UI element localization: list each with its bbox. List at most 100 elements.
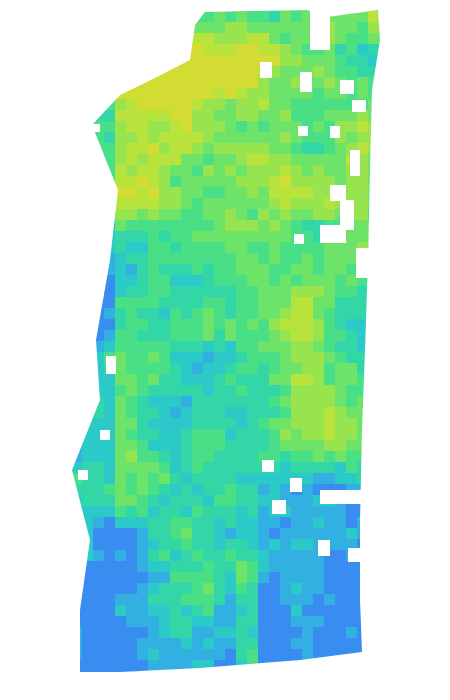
- raster-cell: [137, 374, 149, 386]
- raster-cell: [159, 154, 171, 166]
- raster-cell: [115, 264, 127, 276]
- raster-cell: [203, 220, 215, 232]
- raster-cell: [236, 649, 248, 661]
- raster-cell: [181, 11, 193, 23]
- raster-cell: [192, 561, 204, 573]
- raster-cell: [335, 484, 347, 496]
- raster-cell: [291, 528, 303, 540]
- raster-cell: [335, 253, 347, 265]
- raster-cell: [192, 220, 204, 232]
- raster-cell: [192, 10, 204, 12]
- raster-cell: [214, 242, 226, 254]
- raster-cell: [115, 528, 127, 540]
- raster-cell: [313, 209, 325, 221]
- raster-cell: [302, 528, 314, 540]
- raster-cell: [346, 462, 358, 474]
- raster-cell: [82, 319, 94, 331]
- raster-cell: [324, 10, 336, 12]
- raster-cell: [346, 671, 358, 672]
- raster-cell: [126, 583, 138, 595]
- raster-cell: [302, 187, 314, 199]
- raster-cell: [137, 451, 149, 463]
- raster-cell: [148, 187, 160, 199]
- raster-cell: [214, 286, 226, 298]
- raster-cell: [247, 484, 259, 496]
- raster-cell: [368, 605, 380, 617]
- raster-cell: [192, 121, 204, 133]
- raster-cell: [302, 22, 314, 34]
- raster-cell: [181, 88, 193, 100]
- raster-cell: [214, 11, 226, 23]
- raster-cell: [302, 275, 314, 287]
- raster-cell: [346, 539, 358, 551]
- raster-cell: [181, 693, 193, 700]
- raster-cell: [181, 550, 193, 562]
- raster-cell: [324, 330, 336, 342]
- raster-cell: [247, 10, 259, 12]
- raster-cell: [72, 638, 83, 650]
- raster-cell: [104, 55, 116, 67]
- raster-cell: [368, 440, 380, 452]
- raster-cell: [115, 396, 127, 408]
- raster-cell: [93, 429, 105, 441]
- raster-cell: [324, 583, 336, 595]
- raster-cell: [258, 154, 270, 166]
- raster-cell: [368, 352, 380, 364]
- raster-cell: [269, 22, 281, 34]
- raster-cell: [313, 77, 325, 89]
- raster-cell: [60, 638, 72, 650]
- raster-cell: [203, 198, 215, 210]
- raster-cell: [247, 385, 259, 397]
- raster-cell: [203, 132, 215, 144]
- raster-cell: [82, 374, 94, 386]
- raster-cell: [324, 682, 336, 694]
- raster-cell: [269, 550, 281, 562]
- raster-cell: [379, 165, 380, 177]
- raster-cell: [302, 10, 314, 12]
- raster-cell: [335, 319, 347, 331]
- raster-cell: [203, 11, 215, 23]
- raster-cell: [291, 495, 303, 507]
- raster-cell: [60, 473, 72, 485]
- raster-cell: [148, 341, 160, 353]
- raster-cell: [280, 429, 292, 441]
- raster-cell: [236, 55, 248, 67]
- raster-cell: [258, 440, 270, 452]
- raster-cell: [93, 88, 105, 100]
- raster-cell: [203, 561, 215, 573]
- raster-cell: [72, 308, 83, 320]
- raster-cell: [379, 616, 380, 628]
- raster-cell: [60, 33, 72, 45]
- raster-cell: [280, 308, 292, 320]
- nodata-gaps: [78, 10, 370, 562]
- raster-cell: [159, 451, 171, 463]
- raster-cell: [368, 187, 380, 199]
- raster-cell: [181, 187, 193, 199]
- raster-cell: [148, 440, 160, 452]
- raster-cell: [269, 330, 281, 342]
- raster-cell: [214, 396, 226, 408]
- raster-cell: [82, 286, 94, 298]
- raster-cell: [269, 594, 281, 606]
- raster-cell: [148, 110, 160, 122]
- raster-cell: [115, 418, 127, 430]
- raster-cell: [346, 407, 358, 419]
- raster-cell: [225, 517, 237, 529]
- raster-cell: [137, 671, 149, 672]
- raster-cell: [93, 242, 105, 254]
- raster-cell: [203, 374, 215, 386]
- raster-cell: [335, 330, 347, 342]
- raster-cell: [115, 242, 127, 254]
- raster-cell: [115, 209, 127, 221]
- raster-cell: [335, 286, 347, 298]
- raster-cell: [137, 88, 149, 100]
- raster-cell: [170, 143, 182, 155]
- raster-cell: [324, 264, 336, 276]
- raster-cell: [313, 429, 325, 441]
- raster-cell: [72, 77, 83, 89]
- raster-cell: [324, 198, 336, 210]
- raster-cell: [302, 429, 314, 441]
- raster-cell: [93, 473, 105, 485]
- raster-cell: [192, 407, 204, 419]
- raster-cell: [159, 462, 171, 474]
